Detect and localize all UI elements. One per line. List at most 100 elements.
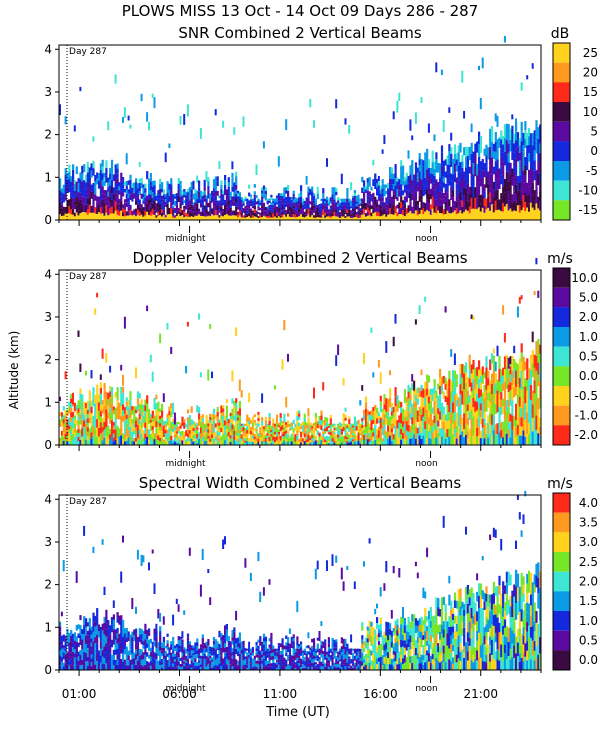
echo-cell <box>107 412 110 419</box>
echo-cell <box>396 403 399 412</box>
echo-cell <box>183 189 186 192</box>
echo-cell <box>70 652 73 659</box>
echo-cell <box>107 405 110 413</box>
echo-cell <box>229 207 232 212</box>
echo-cell <box>161 209 164 214</box>
echo-cell <box>114 164 117 174</box>
echo-cell <box>136 438 140 445</box>
echo-cell <box>392 214 395 220</box>
echo-cell <box>314 215 317 218</box>
echo-cell <box>151 186 154 193</box>
echo-cell <box>309 188 312 192</box>
echo-cell <box>209 663 212 666</box>
echo-cell <box>110 624 114 633</box>
echo-cell <box>114 439 117 445</box>
echo-cell <box>528 423 531 435</box>
echo-cell <box>329 209 332 212</box>
echo-cell <box>440 213 444 220</box>
echo-cell <box>127 636 130 641</box>
echo-cell <box>120 172 123 183</box>
echo-cell <box>211 649 214 652</box>
echo-cell <box>515 193 518 203</box>
echo-cell <box>305 433 308 437</box>
echo-cell <box>142 634 145 638</box>
echo-cell <box>105 353 108 363</box>
echo-cell <box>427 403 431 411</box>
echo-cell <box>175 212 178 217</box>
echo-cell <box>427 167 431 177</box>
echo-cell <box>370 410 373 416</box>
echo-cell <box>85 402 88 409</box>
echo-cell <box>172 426 175 430</box>
echo-cell <box>292 208 295 212</box>
echo-cell <box>411 410 414 418</box>
echo-cell <box>505 433 508 445</box>
echo-cell <box>431 208 434 220</box>
echo-cell <box>377 430 381 435</box>
echo-cell <box>377 185 381 190</box>
echo-cell <box>494 141 497 152</box>
echo-cell <box>487 422 490 431</box>
echo-cell <box>253 209 256 213</box>
echo-cell <box>177 442 180 445</box>
colorbar-label: -10 <box>578 184 598 198</box>
echo-cell <box>153 640 156 647</box>
echo-cell <box>379 208 382 213</box>
echo-cell <box>209 204 212 209</box>
echo-cell <box>149 211 152 216</box>
echo-cell <box>483 438 486 445</box>
echo-cell <box>75 204 78 213</box>
echo-cell <box>490 126 494 142</box>
echo-cell <box>528 379 531 391</box>
echo-cell <box>272 423 275 428</box>
echo-cell <box>303 429 306 434</box>
echo-cell <box>85 644 88 653</box>
echo-cell <box>146 112 149 122</box>
echo-cell <box>101 166 104 174</box>
echo-cell <box>255 439 258 442</box>
echo-cell <box>322 198 325 205</box>
echo-cell <box>92 416 95 426</box>
echo-cell <box>277 216 280 220</box>
echo-cell <box>166 633 169 637</box>
echo-cell <box>364 396 368 403</box>
echo-cell <box>292 196 295 200</box>
echo-cell <box>444 201 447 208</box>
echo-cell <box>370 197 373 202</box>
echo-cell <box>400 423 403 429</box>
echo-cell <box>268 207 271 210</box>
echo-cell <box>320 215 323 218</box>
echo-cell <box>526 412 529 424</box>
midnight-label: midnight <box>165 459 206 469</box>
echo-cell <box>478 182 481 195</box>
echo-cell <box>190 657 193 661</box>
echo-cell <box>394 213 397 220</box>
echo-cell <box>307 186 310 193</box>
echo-cell <box>455 380 458 388</box>
echo-cell <box>162 439 165 443</box>
echo-cell <box>261 196 264 200</box>
echo-cell <box>346 441 349 443</box>
echo-cell <box>157 202 160 208</box>
echo-cell <box>185 665 188 668</box>
echo-cell <box>59 441 62 445</box>
echo-cell <box>185 202 188 206</box>
echo-cell <box>96 208 99 214</box>
echo-cell <box>146 665 149 670</box>
echo-cell <box>390 432 393 437</box>
echo-cell <box>199 433 203 440</box>
echo-cell <box>313 435 316 439</box>
echo-cell <box>429 407 432 414</box>
echo-cell <box>123 209 127 214</box>
echo-cell <box>90 630 93 635</box>
echo-cell <box>170 178 173 185</box>
echo-cell <box>409 119 412 131</box>
echo-cell <box>99 201 102 208</box>
echo-cell <box>264 441 267 445</box>
echo-cell <box>348 442 351 445</box>
echo-cell <box>170 208 173 215</box>
echo-cell <box>518 212 521 220</box>
y-tick-label: 1 <box>44 170 52 184</box>
echo-cell <box>118 436 121 445</box>
echo-cell <box>383 414 386 420</box>
